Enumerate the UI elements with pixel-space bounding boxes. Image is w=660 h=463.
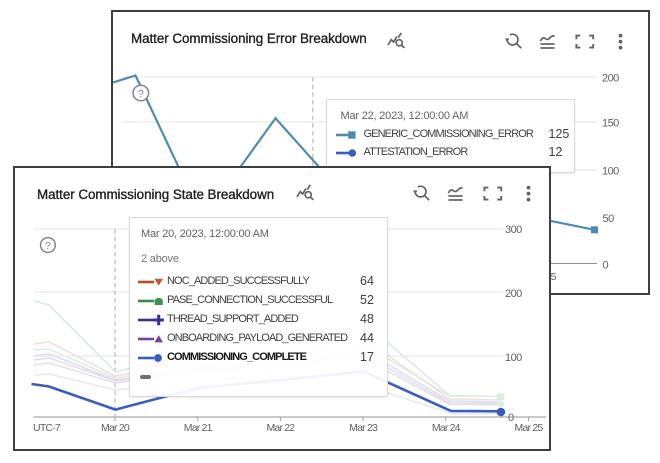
svg-text:200: 200 bbox=[602, 73, 619, 85]
svg-text:100: 100 bbox=[505, 352, 522, 364]
svg-text:Mar 25: Mar 25 bbox=[515, 422, 544, 434]
svg-text:Mar 21: Mar 21 bbox=[184, 422, 213, 434]
svg-text:?: ? bbox=[138, 88, 144, 100]
svg-text:5: 5 bbox=[551, 271, 557, 283]
svg-text:?: ? bbox=[45, 240, 51, 252]
svg-text:50: 50 bbox=[603, 213, 615, 225]
svg-text:300: 300 bbox=[505, 224, 522, 236]
svg-text:Mar 20: Mar 20 bbox=[101, 422, 130, 434]
svg-text:Mar 22: Mar 22 bbox=[266, 422, 295, 434]
svg-text:200: 200 bbox=[505, 288, 522, 300]
svg-text:Mar 23: Mar 23 bbox=[349, 422, 378, 434]
svg-text:0: 0 bbox=[508, 412, 514, 424]
svg-text:UTC-7: UTC-7 bbox=[33, 422, 61, 434]
svg-text:0: 0 bbox=[603, 260, 609, 272]
svg-text:150: 150 bbox=[602, 118, 619, 130]
svg-text:Mar 24: Mar 24 bbox=[432, 422, 461, 434]
svg-text:100: 100 bbox=[602, 166, 619, 178]
